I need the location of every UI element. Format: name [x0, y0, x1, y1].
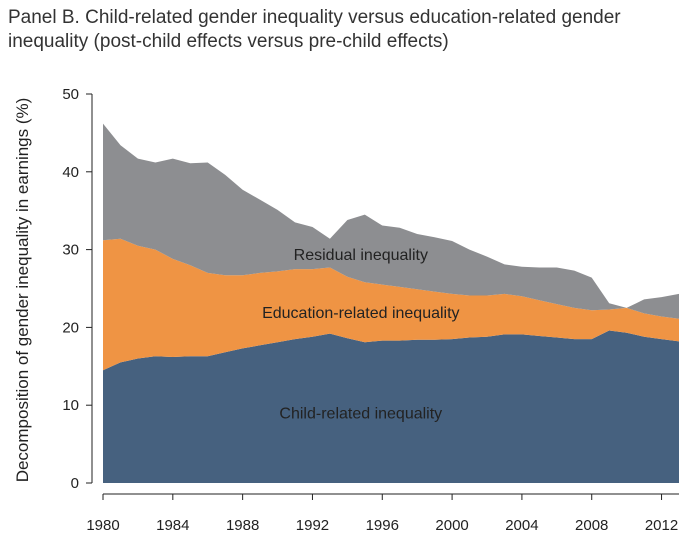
y-axis-label: Decomposition of gender inequality in ea… [13, 98, 32, 483]
x-tick-label: 2004 [505, 517, 538, 534]
area-layers [103, 123, 679, 483]
y-tick-label: 0 [71, 475, 79, 492]
chart-title: Panel B. Child-related gender inequality… [8, 7, 621, 52]
x-tick-label: 1996 [366, 517, 399, 534]
y-tick-label: 20 [62, 319, 79, 336]
axes: 0 10 20 30 40 50 1980 1984 1988 1992 1996 2000 2004 2… [62, 86, 679, 534]
education-related-inequalitylabel: Education-related inequality [262, 305, 459, 322]
x-tick-label: 2000 [435, 517, 468, 534]
x-tick-label: 1980 [86, 517, 119, 534]
y-tick-label: 40 [62, 164, 79, 181]
y-tick-label: 50 [62, 86, 79, 103]
child-related-inequality-area [103, 330, 679, 483]
residual-inequalitylabel: Residual inequality [294, 247, 428, 264]
annotations: Residual inequality Education-related ine… [262, 247, 459, 423]
x-tick-label: 1992 [296, 517, 329, 534]
x-tick-label: 1988 [226, 517, 259, 534]
x-tick-label: 2008 [575, 517, 608, 534]
residual-inequality-area [103, 123, 679, 319]
y-tick-label: 30 [62, 242, 79, 259]
x-tick-label: 2012 [645, 517, 678, 534]
education-related-inequality-area [103, 238, 679, 371]
y-tick-label: 10 [62, 397, 79, 414]
x-tick-label: 1984 [156, 517, 189, 534]
child-related-inequalitylabel: Child-related inequality [279, 406, 442, 423]
